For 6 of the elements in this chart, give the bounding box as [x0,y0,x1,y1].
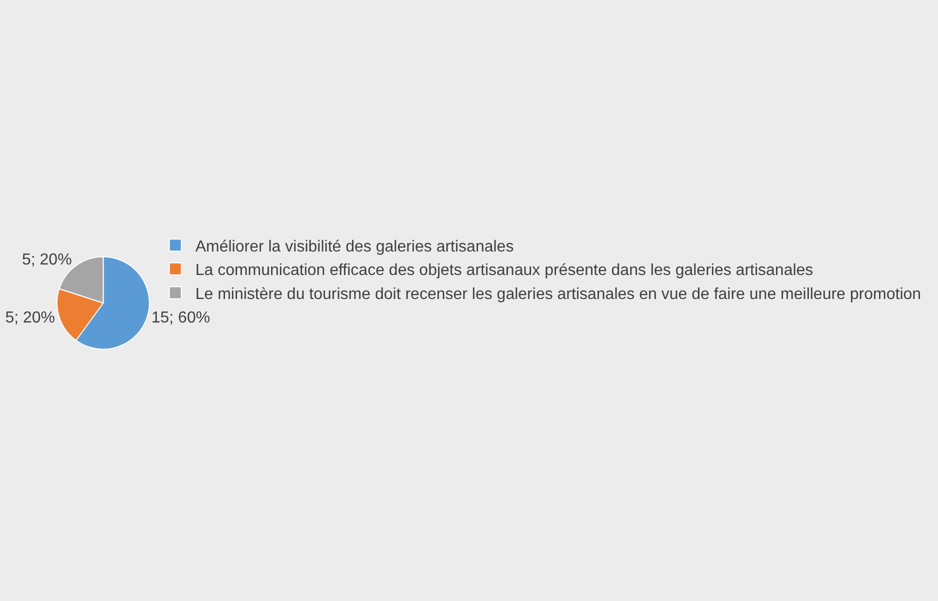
legend-label: La communication efficace des objets artisanaux présente dans les galeries artisanales [195,262,814,280]
legend-label: Le ministère du tourisme doit recenser les galeries artisanales en vue de faire une meilleure promotion [195,286,922,303]
legend-label: Améliorer la visibilité des galeries artisanales [195,238,514,256]
data-label: 15; 60% [151,310,210,327]
data-label: 5; 20% [5,310,56,327]
data-label: 5; 20% [22,252,72,269]
